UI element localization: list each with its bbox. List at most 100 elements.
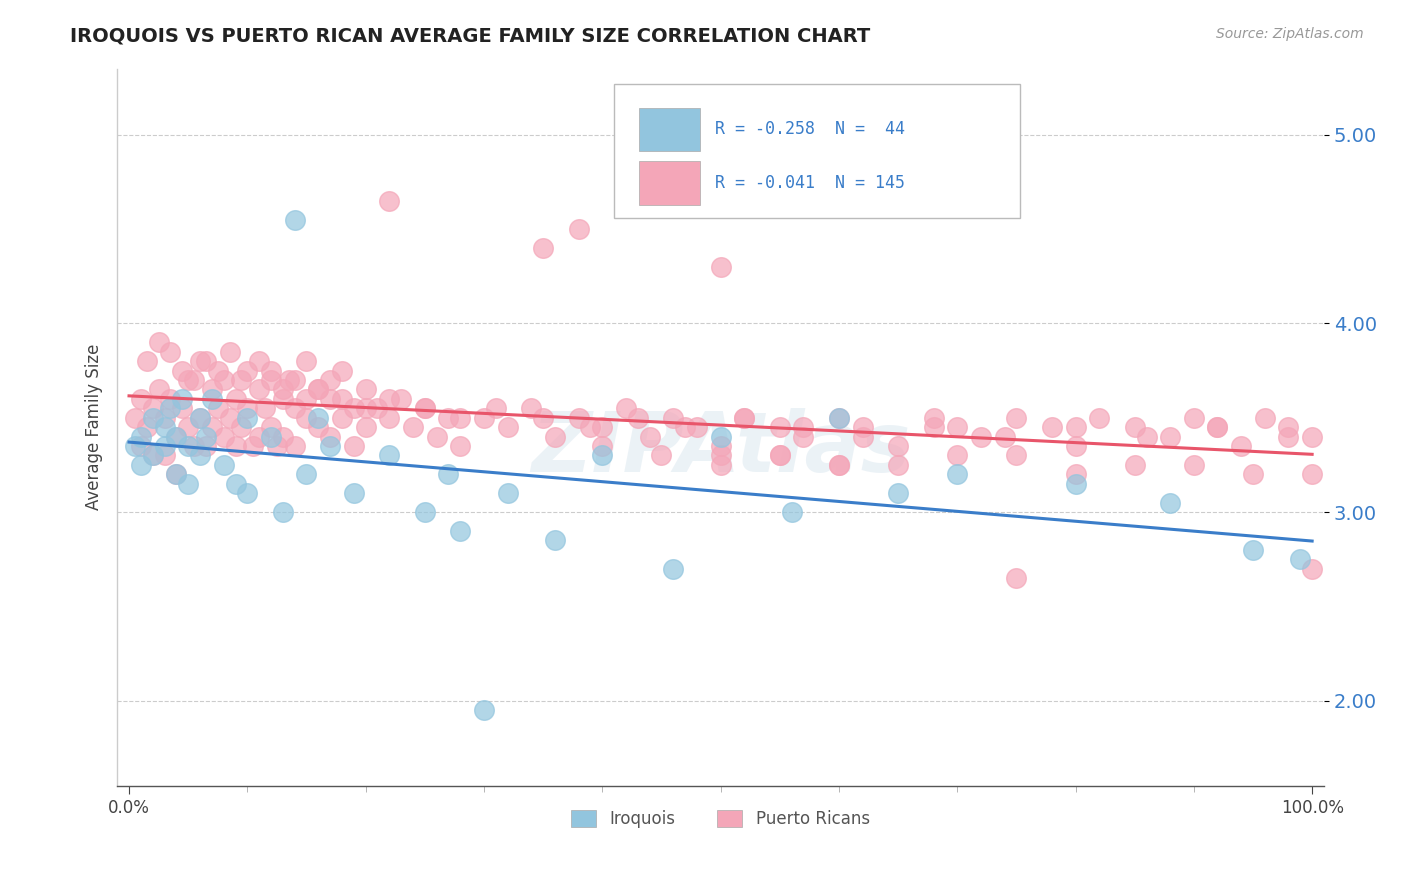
Point	[710, 458, 733, 472]
Point	[1241, 467, 1264, 482]
Point	[1289, 552, 1312, 566]
Point	[1301, 429, 1323, 443]
Point	[828, 458, 851, 472]
Point	[148, 335, 170, 350]
Point	[485, 401, 508, 416]
Point	[366, 401, 388, 416]
Point	[769, 449, 792, 463]
Point	[124, 439, 146, 453]
Point	[378, 410, 401, 425]
Point	[1182, 458, 1205, 472]
Y-axis label: Average Family Size: Average Family Size	[86, 344, 103, 510]
Point	[531, 410, 554, 425]
Point	[177, 420, 200, 434]
Point	[579, 420, 602, 434]
Point	[1005, 449, 1028, 463]
Point	[307, 383, 329, 397]
Point	[201, 392, 224, 406]
Point	[1182, 410, 1205, 425]
Point	[1040, 420, 1063, 434]
Point	[212, 458, 235, 472]
Point	[792, 420, 814, 434]
Point	[389, 392, 412, 406]
Point	[946, 420, 969, 434]
Point	[135, 420, 157, 434]
Point	[295, 467, 318, 482]
Point	[177, 476, 200, 491]
Point	[1159, 496, 1181, 510]
Point	[271, 383, 294, 397]
Point	[172, 363, 194, 377]
Point	[946, 449, 969, 463]
Point	[733, 410, 755, 425]
Point	[188, 410, 211, 425]
Point	[591, 449, 613, 463]
Point	[710, 449, 733, 463]
Point	[887, 439, 910, 453]
Point	[201, 383, 224, 397]
Point	[236, 401, 259, 416]
FancyBboxPatch shape	[638, 161, 700, 205]
Point	[1301, 467, 1323, 482]
FancyBboxPatch shape	[638, 108, 700, 152]
Point	[159, 392, 181, 406]
Point	[295, 392, 318, 406]
Point	[284, 401, 307, 416]
Point	[780, 505, 803, 519]
Point	[887, 458, 910, 472]
Point	[1005, 571, 1028, 585]
Point	[194, 429, 217, 443]
Point	[638, 429, 661, 443]
Point	[1230, 439, 1253, 453]
Point	[496, 420, 519, 434]
Point	[129, 458, 152, 472]
Point	[343, 486, 366, 500]
Point	[153, 449, 176, 463]
Point	[437, 467, 460, 482]
Point	[922, 410, 945, 425]
Point	[1277, 420, 1299, 434]
Point	[520, 401, 543, 416]
Point	[247, 354, 270, 368]
Point	[260, 420, 283, 434]
Point	[277, 373, 299, 387]
Point	[568, 222, 591, 236]
Point	[142, 449, 165, 463]
Point	[247, 383, 270, 397]
Point	[188, 449, 211, 463]
Point	[1088, 410, 1111, 425]
Point	[591, 420, 613, 434]
Point	[1123, 420, 1146, 434]
Point	[129, 392, 152, 406]
Point	[828, 410, 851, 425]
Point	[437, 410, 460, 425]
Point	[236, 363, 259, 377]
Point	[330, 363, 353, 377]
Point	[993, 429, 1015, 443]
Point	[1064, 420, 1087, 434]
Point	[236, 486, 259, 500]
Point	[159, 344, 181, 359]
Point	[851, 429, 873, 443]
Point	[544, 533, 567, 548]
Point	[673, 420, 696, 434]
Point	[165, 467, 187, 482]
Point	[591, 439, 613, 453]
Point	[284, 212, 307, 227]
Point	[224, 392, 246, 406]
Point	[242, 439, 264, 453]
Point	[627, 410, 650, 425]
Point	[307, 410, 329, 425]
Point	[354, 420, 377, 434]
Point	[710, 429, 733, 443]
Point	[828, 410, 851, 425]
Point	[1277, 429, 1299, 443]
Point	[129, 439, 152, 453]
Point	[1254, 410, 1277, 425]
Point	[153, 420, 176, 434]
Point	[212, 373, 235, 387]
Point	[496, 486, 519, 500]
Text: IROQUOIS VS PUERTO RICAN AVERAGE FAMILY SIZE CORRELATION CHART: IROQUOIS VS PUERTO RICAN AVERAGE FAMILY …	[70, 27, 870, 45]
Point	[1241, 542, 1264, 557]
Point	[946, 467, 969, 482]
